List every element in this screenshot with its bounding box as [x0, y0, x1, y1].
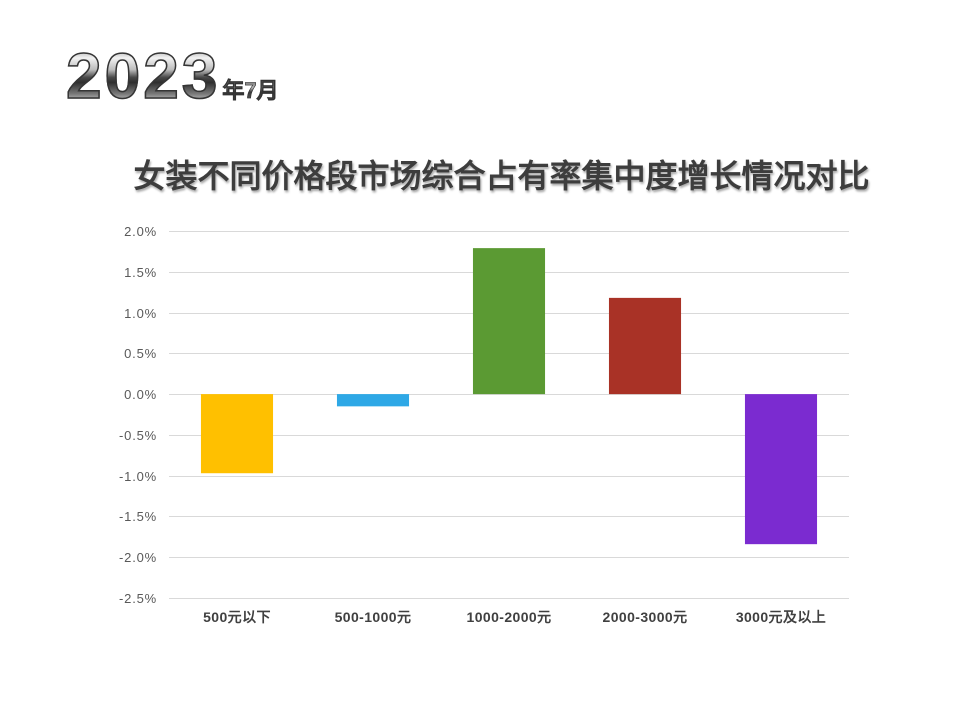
bar-1 [200, 394, 274, 474]
x-category-label: 3000元及以上 [736, 609, 826, 625]
bar-chart: 2.0% 1.5% 1.0% 0.5% 0.0% -0.5% -1.0% -1.5% -2.0%… [119, 224, 849, 625]
date-heading: 2023 年7月 [65, 40, 279, 112]
x-category-label: 1000-2000元 [467, 609, 552, 625]
y-tick-label: 0.0% [124, 387, 157, 402]
gridlines [169, 231, 849, 599]
y-tick-label: 2.0% [124, 224, 157, 239]
y-tick-label: -2.5% [119, 591, 157, 606]
month-text: 年7月 [222, 78, 279, 103]
y-tick-label: -0.5% [119, 428, 157, 443]
x-category-label: 500元以下 [203, 609, 271, 625]
bars [200, 248, 818, 545]
x-category-label: 2000-3000元 [603, 609, 688, 625]
bar-3 [472, 248, 546, 395]
year-text: 2023 [65, 40, 221, 112]
y-tick-label: 0.5% [124, 346, 157, 361]
bar-4 [608, 297, 682, 395]
bar-5 [744, 394, 818, 545]
y-tick-label: -2.0% [119, 550, 157, 565]
y-tick-label: -1.0% [119, 469, 157, 484]
chart-title: 女装不同价格段市场综合占有率集中度增长情况对比 [133, 158, 870, 194]
x-category-label: 500-1000元 [335, 609, 412, 625]
y-tick-label: 1.5% [124, 265, 157, 280]
bar-2 [336, 394, 410, 407]
x-axis-category-labels: 500元以下 500-1000元 1000-2000元 2000-3000元 3000元… [203, 609, 826, 625]
y-axis-tick-labels: 2.0% 1.5% 1.0% 0.5% 0.0% -0.5% -1.0% -1.5% -2.0%… [119, 224, 157, 606]
y-tick-label: 1.0% [124, 306, 157, 321]
y-tick-label: -1.5% [119, 509, 157, 524]
